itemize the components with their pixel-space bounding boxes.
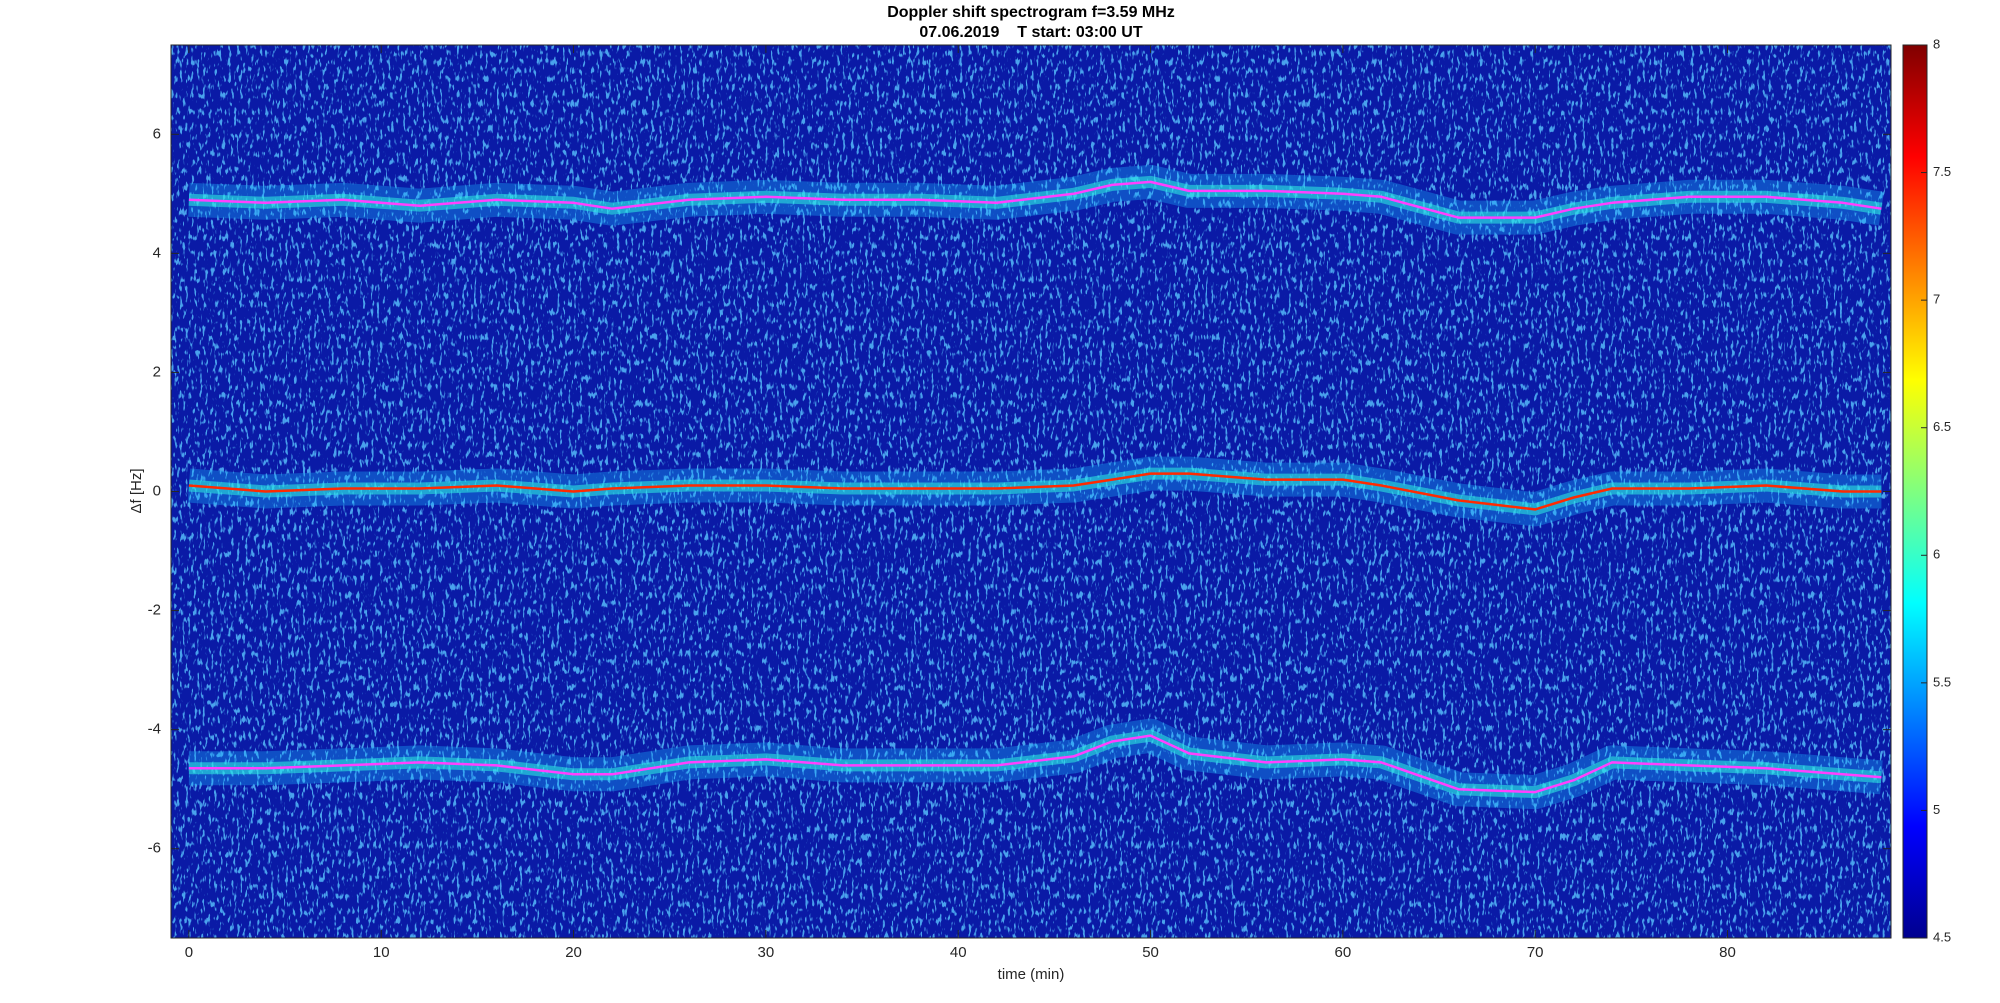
y-axis-label: Δf [Hz] (128, 468, 145, 513)
y-tick-label: 0 (153, 482, 161, 499)
colorbar-tick-label: 4.5 (1933, 929, 1951, 944)
y-tick-label: 4 (153, 244, 161, 261)
x-axis-label: time (min) (998, 966, 1065, 983)
chart-title: Doppler shift spectrogram f=3.59 MHz (887, 4, 1175, 21)
colorbar-tick-label: 6 (1933, 547, 1940, 562)
colorbar-tick-label: 7 (1933, 292, 1940, 307)
y-tick-label: 6 (153, 125, 161, 142)
colorbar-tick-label: 5 (1933, 802, 1940, 817)
x-tick-label: 30 (758, 944, 775, 961)
colorbar (1902, 44, 1928, 939)
x-tick-label: 40 (950, 944, 967, 961)
y-tick-label: 2 (153, 363, 161, 380)
y-tick-label: -6 (148, 840, 161, 857)
ridge-line (188, 734, 1882, 794)
colorbar-tick-label: 6.5 (1933, 419, 1951, 434)
ridge-line (188, 180, 1882, 219)
x-tick-label: 20 (565, 944, 582, 961)
colorbar-tick-label: 8 (1933, 36, 1940, 51)
ridge-line (188, 472, 1882, 511)
x-tick-label: 80 (1719, 944, 1736, 961)
y-tick-label: -2 (148, 602, 161, 619)
colorbar-tick-label: 5.5 (1933, 674, 1951, 689)
colorbar-tick-label: 7.5 (1933, 164, 1951, 179)
x-tick-label: 10 (373, 944, 390, 961)
ridges (187, 164, 1884, 810)
x-tick-label: 60 (1335, 944, 1352, 961)
x-tick-label: 70 (1527, 944, 1544, 961)
x-tick-label: 0 (185, 944, 193, 961)
x-tick-label: 50 (1142, 944, 1159, 961)
chart-subtitle: 07.06.2019 T start: 03:00 UT (919, 24, 1142, 41)
y-tick-label: -4 (148, 721, 161, 738)
